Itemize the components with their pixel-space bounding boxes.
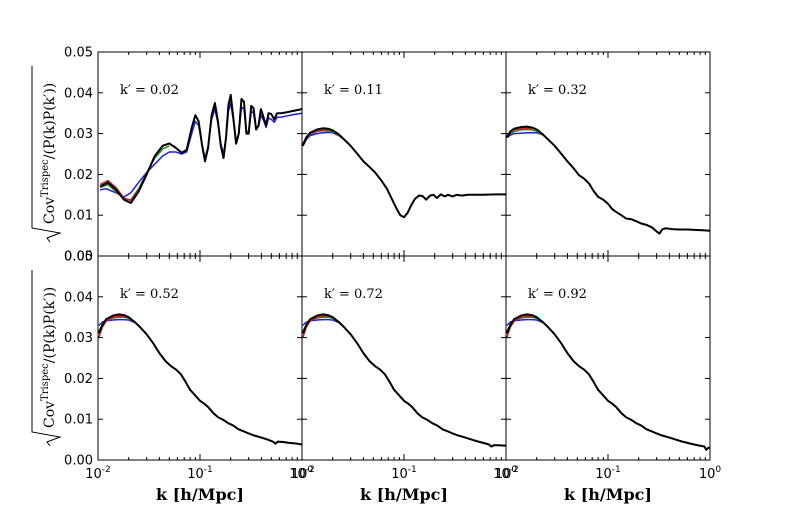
panel-label: k′ = 0.72 [324,287,383,302]
y-tick-label: 0.01 [64,209,93,224]
y-tick-label: 0.05 [64,46,93,61]
y-tick-label: 0.03 [64,331,93,346]
panel-2: k′ = 0.11 [301,51,507,257]
series-black-line [301,313,507,448]
y-tick-label: 0.04 [64,290,93,305]
series-green-line [99,145,170,201]
series-black-line [99,93,303,204]
panel-4: k′ = 0.52 0.00 0.01 0.02 0.03 0.04 0.05 CovTris… [31,250,314,504]
y-tick-label: 0.00 [64,454,93,469]
panel-label: k′ = 0.11 [324,83,383,98]
y-tick-label: 0.00 [64,250,93,265]
y-tick-label: 0.02 [64,168,93,183]
panel-label: k′ = 0.92 [528,287,587,302]
x-tick-label: 10-1 [391,465,417,482]
x-tick-label: 100 [495,465,518,482]
series-red-line [99,179,140,202]
x-tick-label: 10-2 [493,465,519,482]
x-tick-label: 10-1 [595,465,621,482]
x-tick-label: 10-2 [289,465,315,482]
x-tick-label: 10-2 [85,465,111,482]
sqrt-sign [31,66,62,243]
y-tick-label: 0.01 [64,413,93,428]
y-axis-label: CovTrispec/(P(k)P(k′)) [31,270,62,447]
x-axis-label: k [h/Mpc] [360,485,448,504]
panel-1: k′ = 0.02 0.00 0.01 0.02 0.03 0.04 0.05 CovTris… [31,46,303,265]
y-axis-label: CovTrispec/(P(k)P(k′)) [31,66,62,243]
panel-5: k′ = 0.72 10-2 10-1 100 k [h/Mpc] [289,255,518,504]
series-black-line [506,125,711,235]
y-tick-label: 0.02 [64,372,93,387]
y-label-text: CovTrispec/(P(k)P(k′)) [40,287,58,428]
panel-label: k′ = 0.52 [120,287,179,302]
x-axis-label: k [h/Mpc] [564,485,652,504]
x-tick-label: 100 [699,465,722,482]
series-black-line [301,127,506,219]
y-tick-label: 0.04 [64,86,93,101]
x-tick-label: 100 [291,465,314,482]
sqrt-sign [31,270,62,447]
panel-3: k′ = 0.32 [505,51,711,257]
y-tick-label: 0.05 [64,250,93,265]
y-label-text: CovTrispec/(P(k)P(k′)) [40,83,58,224]
series-blue-line [100,102,303,198]
x-axis-label: k [h/Mpc] [156,485,244,504]
panel-label: k′ = 0.02 [120,83,179,98]
y-tick-label: 0.03 [64,127,93,142]
panel-6: k′ = 0.92 10-2 10-1 100 k [h/Mpc] [493,255,722,504]
series-black-line [505,313,710,451]
x-tick-label: 10-1 [187,465,213,482]
panel-label: k′ = 0.32 [528,83,587,98]
series-black-line [97,313,303,446]
